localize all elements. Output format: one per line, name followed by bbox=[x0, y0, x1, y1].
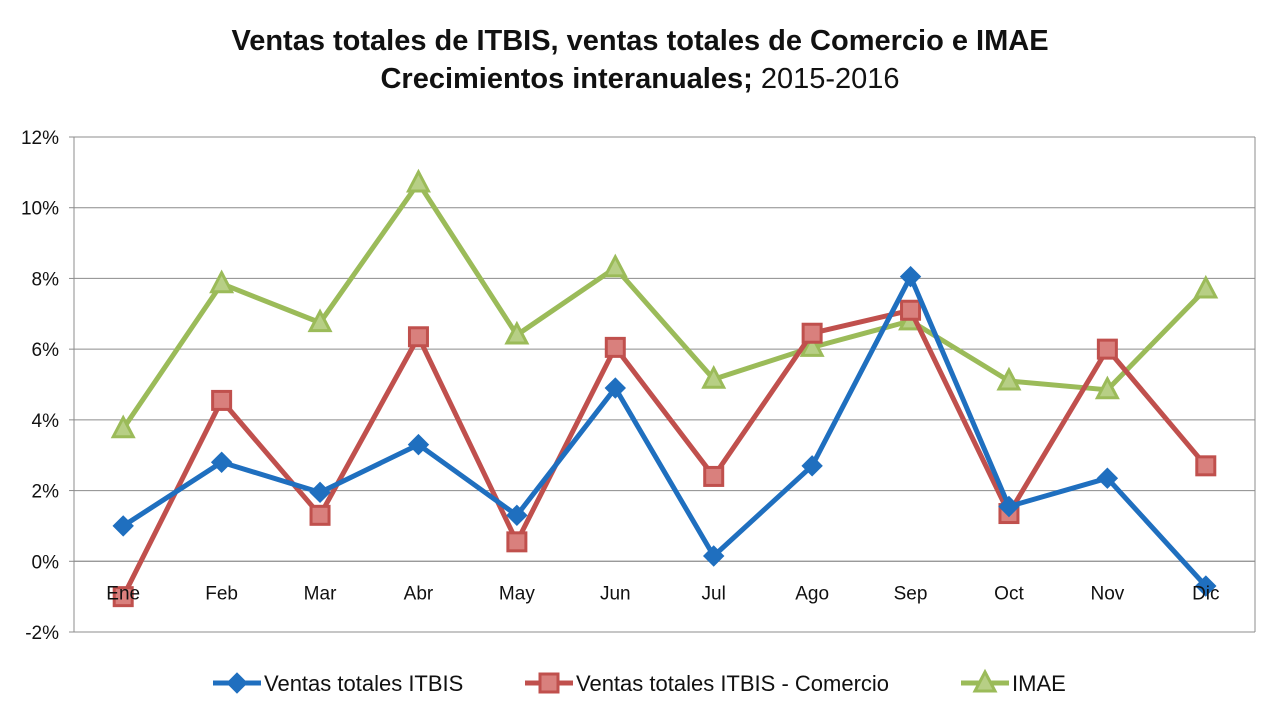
triangle-marker bbox=[996, 366, 1022, 391]
triangle-marker bbox=[504, 320, 530, 345]
diamond-marker bbox=[604, 377, 626, 399]
triangle-marker bbox=[1193, 274, 1219, 299]
y-tick-label: 8% bbox=[32, 269, 60, 290]
x-tick-label: Ago bbox=[795, 583, 829, 604]
x-tick-label: Nov bbox=[1090, 583, 1124, 604]
triangle-marker bbox=[110, 414, 136, 439]
triangle-marker bbox=[602, 253, 628, 278]
square-marker bbox=[900, 299, 922, 321]
series-2 bbox=[110, 168, 1219, 439]
legend: Ventas totales ITBIS Ventas totales ITBIS… bbox=[213, 668, 1066, 696]
y-tick-label: 6% bbox=[32, 340, 60, 361]
legend-item-1: Ventas totales ITBIS - Comercio bbox=[525, 671, 889, 696]
y-tick-label: 12% bbox=[21, 128, 59, 149]
diamond-marker bbox=[112, 515, 134, 537]
triangle-marker bbox=[1094, 375, 1120, 400]
series-1 bbox=[112, 299, 1217, 608]
x-tick-label: Feb bbox=[205, 583, 238, 604]
diamond-marker bbox=[899, 265, 922, 288]
triangle-marker bbox=[701, 364, 727, 389]
x-tick-label: Jul bbox=[702, 583, 726, 604]
x-axis-labels: Ene Feb Mar Abr May Jun Jul Ago Sep Oct Nov Dic bbox=[106, 583, 1219, 604]
x-tick-label: Abr bbox=[404, 583, 434, 604]
square-marker bbox=[309, 504, 331, 526]
series-line bbox=[120, 180, 1209, 432]
diamond-marker bbox=[1195, 575, 1217, 597]
x-tick-label: Jun bbox=[600, 583, 631, 604]
triangle-marker bbox=[972, 668, 998, 693]
legend-item-2: IMAE bbox=[961, 668, 1066, 696]
x-tick-label: Dic bbox=[1192, 583, 1219, 604]
diamond-marker bbox=[1096, 467, 1119, 489]
square-marker bbox=[211, 389, 233, 411]
y-tick-label: 10% bbox=[21, 199, 59, 220]
chart-title: Ventas totales de ITBIS, ventas totales … bbox=[0, 22, 1280, 98]
chart-title-line2-normal: 2015-2016 bbox=[752, 63, 900, 95]
x-tick-label: Mar bbox=[304, 583, 337, 604]
triangle-marker bbox=[799, 333, 825, 357]
diamond-marker bbox=[703, 545, 725, 567]
diamond-marker bbox=[407, 433, 430, 456]
diamond-marker bbox=[226, 672, 248, 694]
triangle-marker bbox=[307, 308, 333, 333]
y-tick-label: 0% bbox=[32, 552, 60, 573]
chart-title-line2: Crecimientos interanuales; 2015-2016 bbox=[0, 60, 1280, 98]
series-0 bbox=[112, 265, 1217, 597]
series-lines bbox=[110, 168, 1219, 608]
legend-label: IMAE bbox=[1012, 671, 1066, 696]
x-tick-label: Oct bbox=[994, 583, 1024, 604]
x-tick-label: Ene bbox=[106, 583, 140, 604]
square-marker bbox=[801, 322, 823, 344]
diamond-marker bbox=[309, 481, 331, 504]
legend-label: Ventas totales ITBIS bbox=[264, 671, 463, 696]
gridlines bbox=[74, 136, 1255, 633]
square-marker bbox=[538, 672, 560, 694]
square-marker bbox=[703, 465, 725, 487]
square-marker bbox=[604, 336, 626, 358]
diamond-marker bbox=[210, 451, 233, 473]
chart-title-line2-bold: Crecimientos interanuales; bbox=[380, 63, 753, 95]
triangle-marker bbox=[209, 269, 235, 294]
diamond-marker bbox=[506, 504, 528, 527]
legend-label: Ventas totales ITBIS - Comercio bbox=[576, 671, 889, 696]
square-marker bbox=[112, 586, 134, 608]
triangle-marker bbox=[405, 168, 431, 193]
series-line bbox=[120, 307, 1209, 600]
square-marker bbox=[506, 531, 528, 553]
series-line bbox=[120, 274, 1209, 589]
y-tick-label: 2% bbox=[32, 482, 60, 503]
square-marker bbox=[407, 326, 429, 348]
legend-item-0: Ventas totales ITBIS bbox=[213, 671, 463, 696]
x-tick-label: May bbox=[499, 583, 535, 604]
chart-title-line1: Ventas totales de ITBIS, ventas totales … bbox=[231, 25, 1049, 57]
x-tick-label: Sep bbox=[894, 583, 928, 604]
axes: 12% 10% 8% 6% 4% 2% 0% -2% bbox=[21, 128, 1256, 644]
square-marker bbox=[1195, 455, 1217, 477]
y-tick-label: 4% bbox=[32, 411, 60, 432]
y-tick-label: -2% bbox=[25, 623, 59, 644]
diamond-marker bbox=[998, 495, 1020, 518]
diamond-marker bbox=[801, 455, 823, 477]
square-marker bbox=[1096, 338, 1118, 360]
